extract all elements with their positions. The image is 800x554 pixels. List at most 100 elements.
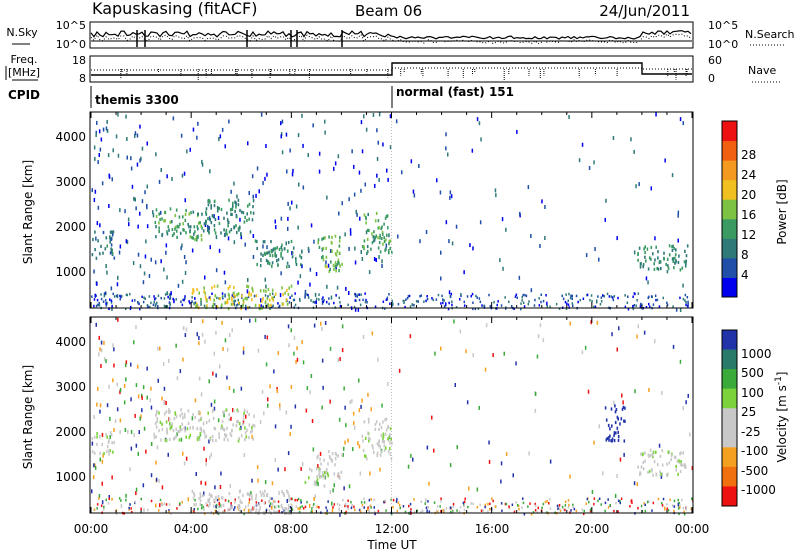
echo-cell [269,292,271,296]
echo-cell [301,113,303,118]
echo-cell [260,493,263,497]
power-panel-frame [89,111,694,309]
echo-cell [226,301,229,305]
echo-cell [293,336,296,341]
echo-cell [173,417,176,421]
echo-cell [267,303,269,307]
echo-cell [652,455,654,459]
echo-cell [187,421,190,425]
echo-cell [318,467,321,471]
echo-cell [633,149,635,154]
echo-cell [96,435,98,439]
echo-cell [515,501,517,504]
echo-cell [673,509,675,513]
echo-cell [680,463,682,467]
echo-cell [568,292,570,296]
echo-cell [102,300,105,303]
echo-cell [538,297,540,300]
echo-cell [492,353,494,358]
echo-cell [233,285,235,290]
echo-cell [335,453,338,457]
echo-cell [363,114,365,119]
echo-cell [440,346,442,351]
echo-cell [161,504,164,507]
echo-cell [442,508,444,512]
echo-cell [432,298,434,302]
echo-cell [252,194,254,199]
echo-cell [478,405,480,410]
echo-cell [673,455,676,459]
echo-cell [239,509,241,513]
echo-cell [169,426,172,431]
echo-cell [199,432,202,436]
echo-cell [280,132,283,137]
echo-cell [334,261,337,265]
echo-cell [201,159,203,164]
echo-cell [647,267,650,271]
echo-cell [169,410,171,414]
echo-cell [220,426,222,430]
echo-cell [591,300,593,303]
echo-cell [593,440,595,445]
echo-cell [160,168,162,172]
echo-cell [258,509,260,513]
echo-cell [139,124,141,129]
echo-cell [106,302,108,305]
echo-cell [508,300,510,304]
echo-cell [164,210,167,215]
velocity-colorbar-swatch [722,388,737,409]
echo-cell [224,301,226,305]
echo-cell [596,320,599,325]
echo-cell [231,328,233,333]
echo-cell [291,255,294,259]
echo-cell [325,246,327,250]
echo-cell [684,299,686,302]
echo-cell [371,232,373,236]
echo-cell [105,126,108,131]
echo-cell [609,434,611,438]
echo-cell [527,185,530,190]
echo-cell [185,456,188,461]
echo-cell [181,412,183,416]
echo-cell [322,254,324,259]
echo-cell [671,245,673,249]
echo-cell [585,502,587,505]
echo-cell [167,452,169,457]
echo-cell [102,127,105,132]
echo-cell [637,324,639,329]
echo-cell [661,390,663,395]
echo-cell [331,235,333,239]
echo-cell [109,416,111,421]
echo-cell [240,232,242,236]
echo-cell [205,458,207,463]
echo-cell [508,505,510,508]
echo-cell [288,504,290,507]
power-colorbar-swatch [722,257,737,278]
echo-cell [208,499,210,504]
echo-cell [280,216,283,221]
echo-cell [93,435,96,439]
echo-cell [155,235,157,239]
echo-cell [260,252,262,256]
echo-cell [358,408,361,413]
echo-cell [338,261,340,265]
echo-cell [119,430,121,435]
echo-cell [161,427,164,432]
echo-cell [321,247,323,252]
echo-cell [482,509,484,512]
echo-cell [330,260,332,264]
echo-cell [324,119,326,124]
echo-cell [237,495,240,500]
echo-cell [132,261,135,265]
echo-cell [597,499,599,503]
echo-cell [682,283,684,288]
echo-cell [354,508,356,512]
echo-cell [148,274,151,278]
echo-cell [185,209,187,213]
echo-cell [268,298,271,302]
echo-cell [389,246,392,250]
echo-cell [384,248,386,252]
echo-cell [100,348,103,353]
echo-cell [259,506,262,510]
echo-cell [644,503,646,507]
